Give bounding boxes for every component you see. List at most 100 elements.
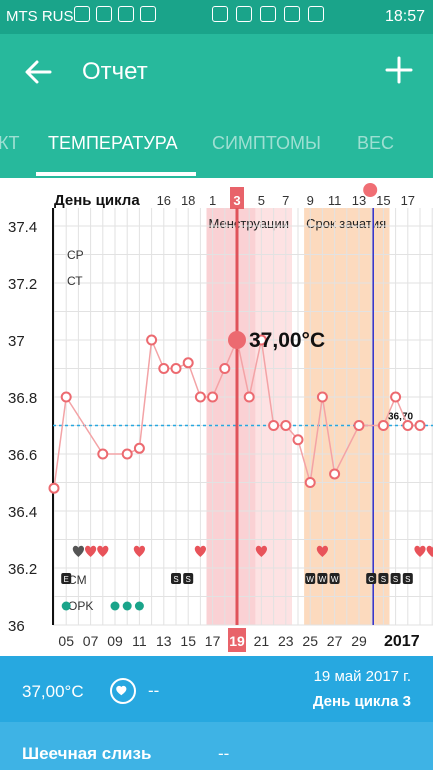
plus-icon[interactable]: [381, 52, 417, 88]
notification-icons: [74, 6, 156, 22]
page-title: Отчет: [82, 58, 148, 85]
carrier-label: MTS RUS: [6, 8, 74, 25]
temperature-point: [219, 363, 231, 374]
signal-icon: [284, 6, 300, 22]
tab-symptoms[interactable]: СИМПТОМЫ: [212, 133, 321, 153]
y-tick-label: 36.2: [8, 561, 37, 578]
temperature-point: [133, 442, 145, 454]
cycle-day-label: 1: [209, 193, 216, 208]
y-tick-label: 37.2: [8, 276, 37, 293]
temperature-point: [60, 391, 72, 403]
row-label: CM: [68, 573, 87, 587]
alarm-icon: [236, 6, 252, 22]
heart-icon[interactable]: [110, 678, 136, 704]
heart-icon: [72, 545, 85, 557]
clock: 18:57: [384, 8, 425, 25]
date-label: 13: [156, 633, 172, 649]
opk-dot: [134, 601, 144, 611]
temperature-point: [194, 391, 206, 403]
year-label: 2017: [384, 633, 420, 650]
app-bar: Отчет: [0, 34, 433, 112]
cycle-day-label: 5: [258, 193, 265, 208]
date-label: 17: [205, 633, 221, 649]
notification-icon: [74, 6, 90, 22]
temperature-point: [182, 357, 194, 369]
date-label: 25: [302, 633, 318, 649]
symptom-badge-letter: W: [331, 575, 339, 584]
temperature-point: [390, 391, 402, 403]
heart-icon: [84, 545, 97, 557]
tab-temperature[interactable]: ТЕМПЕРАТУРА: [48, 133, 178, 153]
symptom-badge: [305, 573, 316, 584]
symptom-badge-letter: S: [393, 575, 398, 584]
symptom-badge-letter: C: [368, 575, 374, 584]
symptom-badge-letter: W: [319, 575, 327, 584]
status-bar: MTS RUS 18:57: [0, 0, 433, 34]
y-tick-label: 36.6: [8, 447, 37, 464]
y-tick-label: 36.4: [8, 504, 37, 521]
cervical-mucus-row[interactable]: Шеечная слизь --: [0, 722, 433, 770]
symptom-badge: [317, 573, 328, 584]
row-label: СР: [67, 248, 84, 262]
temperature-point: [255, 334, 267, 346]
arrow-left-icon[interactable]: [20, 54, 56, 90]
temperature-point: [414, 420, 426, 431]
instagram-icon: [140, 6, 156, 22]
symptom-badge: [402, 573, 413, 584]
day-temperature: 37,00°C: [22, 682, 84, 701]
date-label: 05: [58, 633, 74, 649]
y-tick-label: 37.4: [8, 219, 37, 236]
heart-icon: [133, 545, 146, 557]
y-tick-label: 36: [8, 618, 25, 635]
tab-weight[interactable]: ВЕС: [357, 133, 395, 153]
temperature-point: [48, 482, 60, 494]
temperature-point: [146, 334, 158, 346]
cycle-day-label: 16: [157, 193, 171, 208]
symptom-badge-letter: S: [405, 575, 410, 584]
today-indicator-dot: [363, 183, 378, 197]
heart-icon: [194, 545, 207, 557]
temperature-chart[interactable]: День циклаМенструацииСрок зачатия37.437.…: [0, 178, 433, 656]
cycle-day-label: 15: [376, 193, 390, 208]
instagram-icon: [118, 6, 134, 22]
temperature-point: [243, 391, 255, 403]
row-label: СТ: [67, 274, 83, 288]
date-label: 09: [107, 633, 123, 649]
symptom-badge: [329, 573, 340, 584]
current-date-highlight: [228, 628, 246, 652]
temperature-point: [158, 363, 170, 374]
date-label: 07: [83, 633, 99, 649]
system-icons: [212, 6, 324, 22]
temperature-point: [170, 363, 182, 374]
vibrate-icon: [212, 6, 228, 22]
cycle-day-label: 7: [282, 193, 289, 208]
row-label: OPK: [68, 599, 93, 613]
y-tick-label: 36.8: [8, 390, 37, 407]
opk-dot: [122, 601, 132, 611]
temperature-point: [402, 420, 414, 431]
temperature-point: [292, 434, 304, 446]
cycle-day-label: 17: [401, 193, 415, 208]
symptom-badge: [183, 573, 194, 584]
heart-icon: [426, 545, 433, 557]
tab-kt[interactable]: КТ: [0, 133, 20, 153]
temperature-point: [316, 391, 328, 403]
selected-temperature-point: [228, 331, 246, 349]
y-tick-label: 37: [8, 333, 25, 350]
temperature-point: [121, 448, 133, 460]
cover-line-label: 36,70: [388, 412, 413, 423]
temperature-point: [97, 448, 109, 460]
image-icon: [96, 6, 112, 22]
date-label: 15: [180, 633, 196, 649]
temperature-line: [53, 337, 420, 489]
cycle-day-label: 13: [352, 193, 366, 208]
intercourse-value: --: [148, 681, 160, 700]
temperature-point: [207, 391, 219, 403]
heart-icon: [316, 545, 329, 557]
cervical-mucus-value: --: [218, 744, 230, 763]
cycle-day: День цикла 3: [312, 693, 411, 710]
day-summary[interactable]: 37,00°C -- 19 май 2017 г. День цикла 3: [0, 656, 433, 722]
cycle-day-label: 9: [307, 193, 314, 208]
temperature-point: [377, 420, 389, 431]
tab-indicator: [36, 172, 196, 176]
